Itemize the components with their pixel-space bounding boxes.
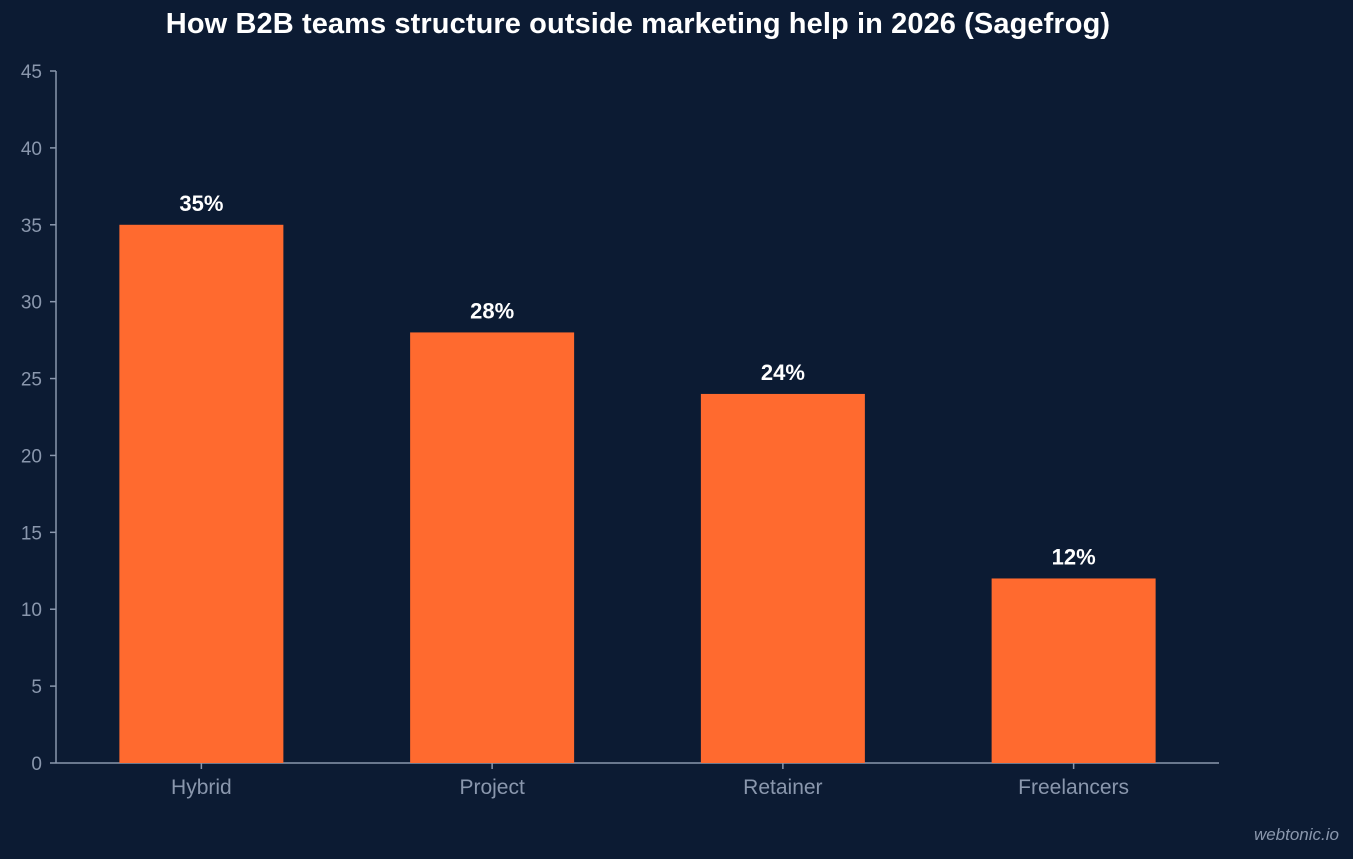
y-tick-label: 30	[21, 293, 42, 314]
bar-retainer	[700, 393, 865, 763]
y-tick-label: 20	[21, 446, 42, 467]
y-tick-label: 15	[21, 523, 42, 544]
data-label-retainer: 24%	[761, 360, 805, 385]
y-tick-label: 0	[31, 754, 42, 775]
bars	[119, 224, 1156, 763]
bar-freelancers	[991, 578, 1156, 763]
y-tick-label: 40	[21, 139, 42, 160]
data-label-project: 28%	[470, 298, 514, 323]
data-label-freelancers: 12%	[1052, 544, 1096, 569]
bar-project	[410, 332, 575, 763]
x-tick-label-hybrid: Hybrid	[171, 776, 232, 799]
bar-hybrid	[119, 224, 284, 763]
x-tick-label-freelancers: Freelancers	[1018, 776, 1129, 799]
y-tick-label: 25	[21, 370, 42, 391]
y-tick-label: 5	[31, 677, 42, 698]
labels: Hybrid 35% Project 28% Retainer 24% Freelancer…	[171, 191, 1129, 799]
x-tick-label-retainer: Retainer	[743, 776, 822, 799]
chart-title: How B2B teams structure outside marketin…	[165, 8, 1111, 40]
data-label-hybrid: 35%	[179, 191, 223, 216]
watermark: webtonic.io	[1253, 825, 1339, 844]
y-tick-label: 10	[21, 600, 42, 621]
x-tick-label-project: Project	[459, 776, 525, 799]
y-tick-label: 35	[21, 216, 42, 237]
y-tick-label: 45	[21, 62, 42, 83]
